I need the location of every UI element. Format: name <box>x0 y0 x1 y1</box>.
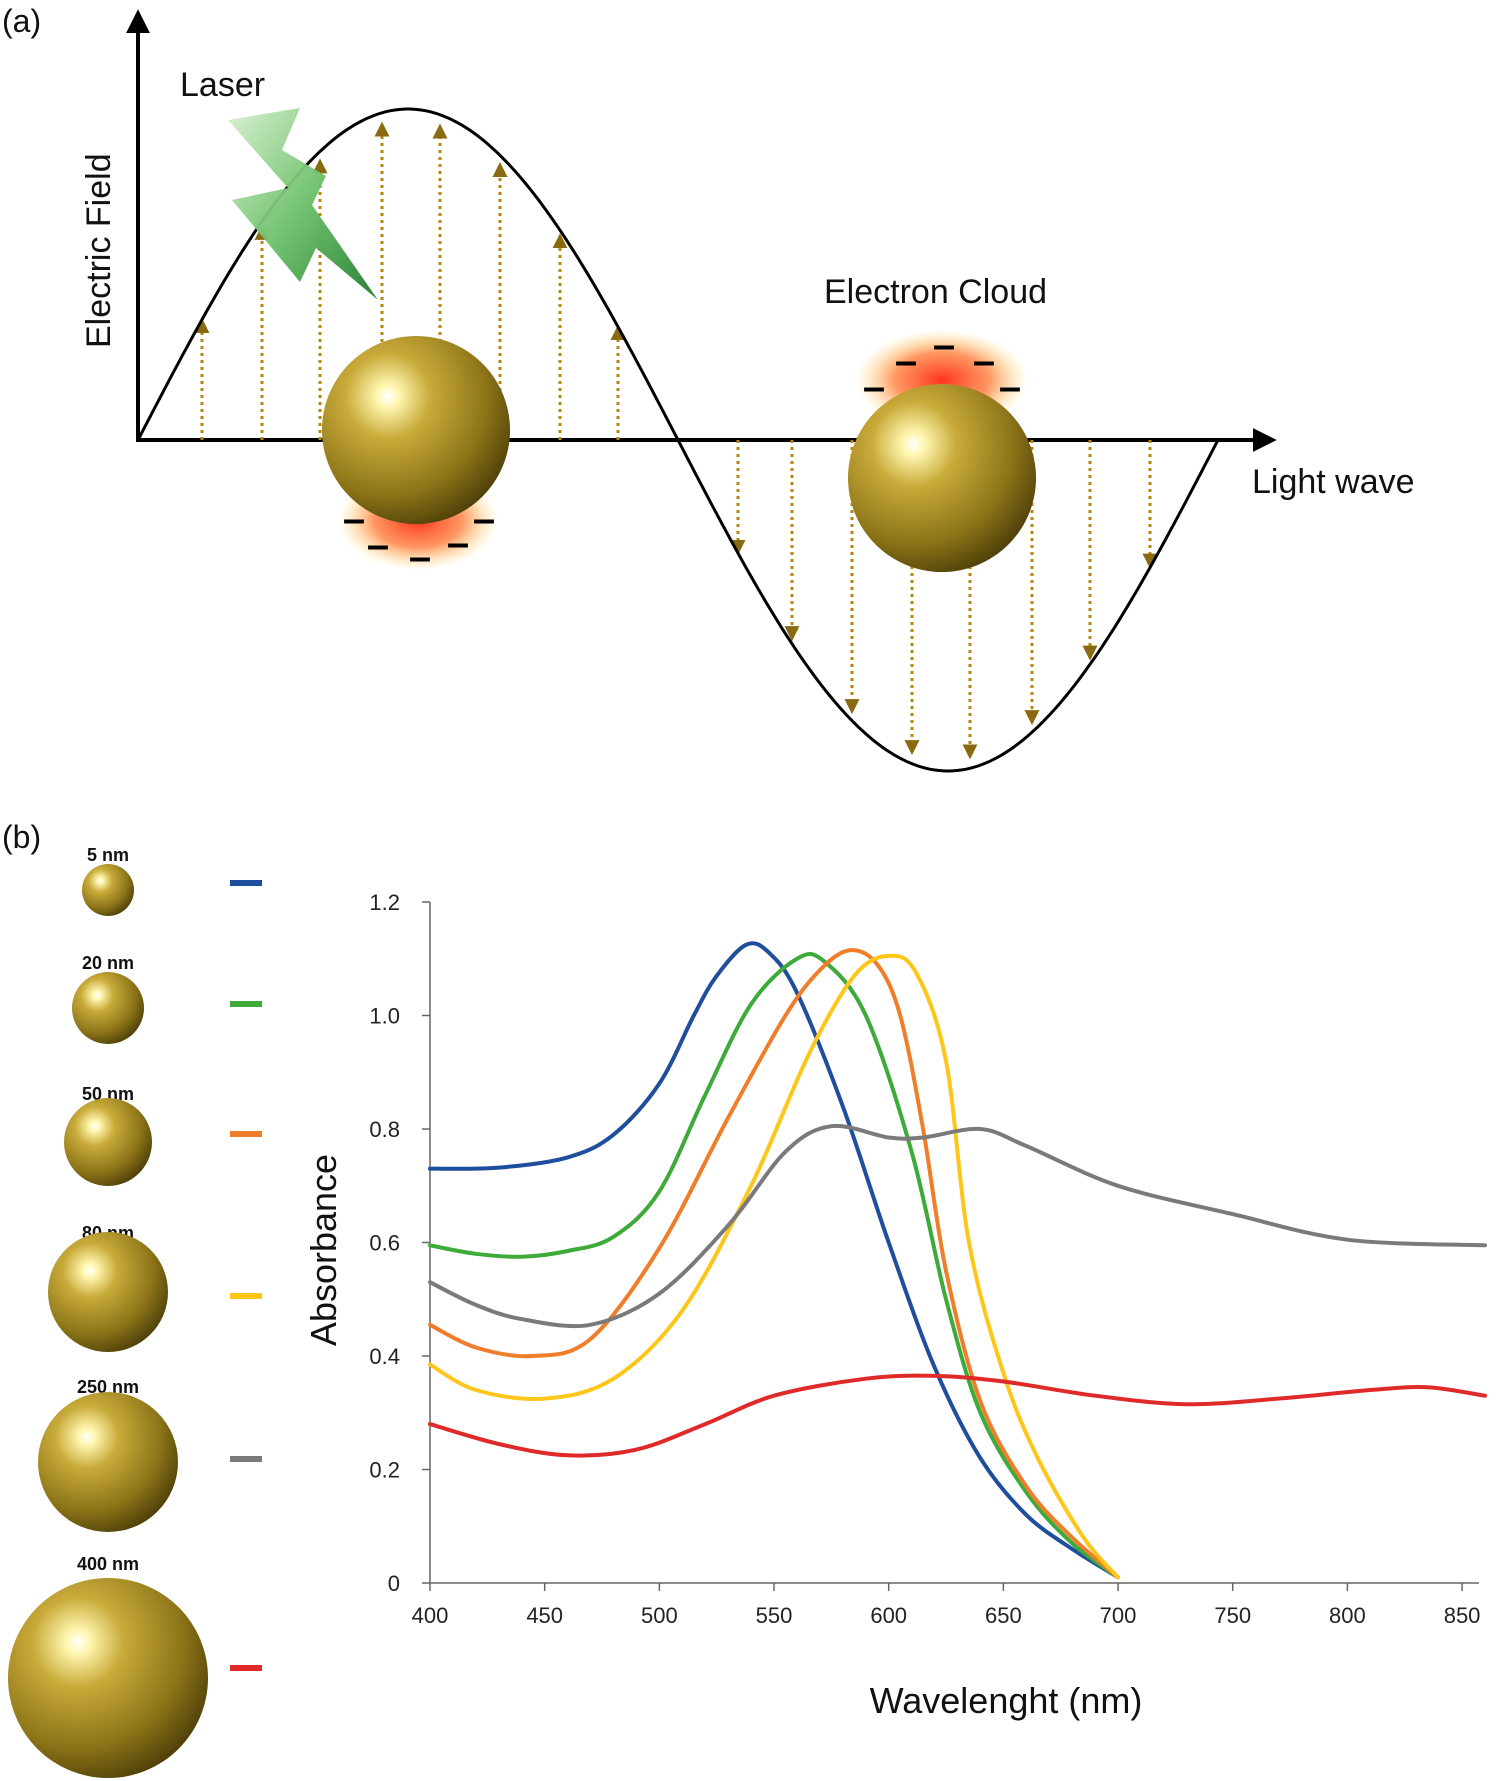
series-line-80-nm <box>428 953 1120 1580</box>
x-tick-label: 850 <box>1444 1603 1481 1628</box>
y-tick-label: 0 <box>388 1571 400 1596</box>
gold-sphere-icon <box>48 1232 168 1352</box>
y-tick-label: 0.6 <box>369 1231 400 1256</box>
x-tick-label: 750 <box>1214 1603 1251 1628</box>
panel-a: (a) Electric Field Light wave Laser –– – –… <box>2 3 1415 773</box>
y-tick-label: 0.4 <box>369 1344 400 1369</box>
y-axis-title: Absorbance <box>303 1154 344 1346</box>
x-axis-title: Wavelenght (nm) <box>870 1680 1143 1721</box>
panel-a-label: (a) <box>2 3 41 39</box>
light-wave-curve <box>136 107 1220 773</box>
charge-symbol: – <box>895 339 917 383</box>
legend-size-label: 5 nm <box>87 845 129 865</box>
charge-symbol: – <box>447 521 469 565</box>
x-tick-label: 400 <box>412 1603 449 1628</box>
y-tick-label: 0.8 <box>369 1117 400 1142</box>
x-tick-label: 800 <box>1329 1603 1366 1628</box>
chart-axes: 0 0.2 0.4 0.6 0.8 1.0 1.2 400 450 500 550 600 650 700… <box>369 890 1480 1628</box>
charge-symbol: – <box>863 365 885 409</box>
legend-item: 80 nm <box>48 1223 262 1352</box>
charge-symbol: – <box>933 323 955 367</box>
charge-symbol: – <box>973 339 995 383</box>
charges-left: –– – –– <box>343 497 495 579</box>
charge-symbol: – <box>367 523 389 567</box>
gold-sphere-icon <box>848 384 1036 572</box>
charge-symbol: – <box>343 497 365 541</box>
chart-series <box>428 941 1487 1580</box>
series-line-5-nm <box>428 941 1120 1580</box>
nanoparticle-right: –– – –– <box>848 323 1036 572</box>
laser-bolt-icon <box>228 108 378 300</box>
legend-size-label: 400 nm <box>77 1554 139 1574</box>
x-tick-label: 550 <box>756 1603 793 1628</box>
gold-sphere-icon <box>64 1098 152 1186</box>
y-tick-label: 1.0 <box>369 1004 400 1029</box>
gold-sphere-icon <box>8 1578 208 1778</box>
charges-right: –– – –– <box>863 323 1021 409</box>
electric-field-label: Electric Field <box>80 153 118 348</box>
series-line-50-nm <box>428 948 1120 1580</box>
legend-item: 50 nm <box>64 1084 262 1186</box>
y-tick-label: 1.2 <box>369 890 400 915</box>
legend-size-label: 250 nm <box>77 1377 139 1397</box>
legend-item: 20 nm <box>72 953 262 1044</box>
laser-label: Laser <box>180 66 265 104</box>
legend-item: 5 nm <box>82 845 262 916</box>
gold-sphere-icon <box>82 864 134 916</box>
panel-b: (b) 5 nm 20 nm 50 nm 80 nm 250 nm 400 nm 0 0.2… <box>2 819 1487 1778</box>
gold-sphere-icon <box>38 1392 178 1532</box>
y-tick-label: 0.2 <box>369 1458 400 1483</box>
x-tick-label: 450 <box>526 1603 563 1628</box>
charge-symbol: – <box>473 497 495 541</box>
gold-sphere-icon <box>322 336 510 524</box>
legend-item: 250 nm <box>38 1377 262 1532</box>
series-line-20-nm <box>428 951 1120 1580</box>
x-tick-label: 500 <box>641 1603 678 1628</box>
x-tick-label: 600 <box>870 1603 907 1628</box>
charge-symbol: – <box>999 365 1021 409</box>
x-tick-label: 650 <box>985 1603 1022 1628</box>
legend: 5 nm 20 nm 50 nm 80 nm 250 nm 400 nm <box>8 845 262 1778</box>
legend-item: 400 nm <box>8 1554 262 1778</box>
light-wave-label: Light wave <box>1252 463 1415 501</box>
x-tick-label: 700 <box>1100 1603 1137 1628</box>
gold-sphere-icon <box>72 972 144 1044</box>
nanoparticle-left: –– – –– <box>322 336 510 579</box>
panel-b-label: (b) <box>2 819 41 855</box>
electron-cloud-label: Electron Cloud <box>824 273 1047 311</box>
legend-size-label: 50 nm <box>82 1084 134 1104</box>
series-line-250-nm <box>428 1123 1487 1329</box>
charge-symbol: – <box>409 535 431 579</box>
series-line-400-nm <box>428 1373 1487 1458</box>
legend-size-label: 20 nm <box>82 953 134 973</box>
absorbance-chart: 0 0.2 0.4 0.6 0.8 1.0 1.2 400 450 500 550 600 650 700… <box>303 890 1487 1721</box>
